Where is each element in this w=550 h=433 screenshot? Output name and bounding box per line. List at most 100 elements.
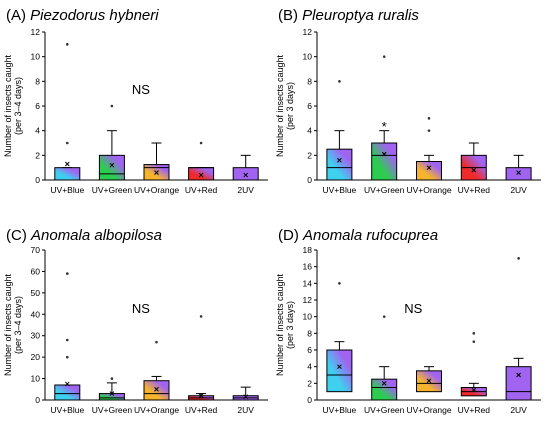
x-category-label: UV+Orange bbox=[134, 405, 179, 415]
y-tick-label: 8 bbox=[35, 76, 40, 86]
y-tick-label: 50 bbox=[31, 288, 41, 298]
significance-annotation: NS bbox=[404, 301, 422, 316]
x-category-label: 2UV bbox=[237, 185, 254, 195]
x-category-label: UV+Green bbox=[92, 405, 133, 415]
y-axis-label-line: (per 3 days) bbox=[285, 301, 295, 349]
y-tick-label: 8 bbox=[307, 328, 312, 338]
box-uv-red bbox=[188, 167, 215, 181]
x-category-label: 2UV bbox=[510, 185, 527, 195]
y-tick-label: 70 bbox=[31, 245, 41, 255]
box-uv-blue bbox=[326, 148, 353, 181]
mean-marker bbox=[109, 391, 115, 396]
y-tick-label: 0 bbox=[307, 395, 312, 405]
mean-marker bbox=[426, 165, 432, 171]
mean-marker bbox=[471, 387, 477, 393]
y-tick-label: 12 bbox=[303, 27, 313, 37]
y-tick-label: 10 bbox=[303, 312, 313, 322]
y-tick-label: 0 bbox=[35, 395, 40, 405]
x-category-label: 2UV bbox=[237, 405, 254, 415]
y-axis-label-line: Number of insects caught bbox=[3, 54, 13, 157]
y-axis-label-line: (per 3 days) bbox=[285, 82, 295, 130]
panel-letter: (C) bbox=[6, 227, 31, 244]
y-axis-label-line: (per 3–4 days) bbox=[13, 77, 23, 135]
y-axis-label: Number of insects caught(per 3–4 days) bbox=[3, 273, 23, 376]
outlier-point bbox=[472, 340, 476, 343]
y-tick-label: 4 bbox=[35, 126, 40, 136]
outlier-point bbox=[110, 104, 114, 108]
y-tick-label: 2 bbox=[307, 150, 312, 160]
species-name: Anomala rufocuprea bbox=[302, 227, 438, 244]
mean-marker bbox=[243, 394, 249, 400]
box-2uv bbox=[505, 366, 532, 401]
outlier-point bbox=[66, 338, 69, 342]
x-category-label: UV+Blue bbox=[323, 405, 357, 415]
significance-annotation: NS bbox=[132, 301, 150, 316]
panel-title: (B) Pleuroptya ruralis bbox=[278, 7, 419, 24]
y-tick-label: 4 bbox=[307, 362, 312, 372]
mean-marker bbox=[516, 170, 521, 175]
mean-marker bbox=[154, 170, 159, 175]
y-tick-label: 0 bbox=[35, 175, 40, 185]
panel-1: (B) Pleuroptya ruralis 0 2 4 6 8 10 12 Number of… bbox=[275, 7, 541, 195]
x-category-label: UV+Red bbox=[458, 405, 491, 415]
mean-marker bbox=[109, 162, 115, 168]
outlier-point bbox=[427, 117, 431, 120]
x-category-label: UV+Blue bbox=[50, 405, 84, 415]
species-name: Pleuroptya ruralis bbox=[302, 7, 419, 24]
mean-marker bbox=[198, 393, 204, 399]
significance-annotation: * bbox=[382, 119, 387, 134]
mean-marker bbox=[198, 172, 204, 178]
y-tick-label: 6 bbox=[35, 101, 40, 111]
species-name: Anomala albopilosa bbox=[30, 227, 162, 244]
y-tick-label: 40 bbox=[31, 309, 41, 319]
mean-marker bbox=[381, 380, 387, 386]
mean-marker bbox=[471, 167, 477, 173]
box-uv-blue bbox=[326, 349, 353, 393]
y-axis-label-line: Number of insects caught bbox=[275, 273, 285, 376]
y-tick-label: 14 bbox=[303, 278, 313, 288]
y-tick-label: 16 bbox=[303, 262, 313, 272]
y-tick-label: 12 bbox=[303, 295, 313, 305]
y-tick-label: 6 bbox=[307, 345, 312, 355]
outlier-point bbox=[66, 272, 69, 275]
y-tick-label: 2 bbox=[35, 150, 40, 160]
significance-annotation: NS bbox=[132, 82, 150, 97]
y-tick-label: 6 bbox=[307, 101, 312, 111]
y-tick-label: 10 bbox=[31, 52, 41, 62]
x-category-label: UV+Orange bbox=[134, 185, 179, 195]
outlier-point bbox=[338, 282, 341, 285]
y-tick-label: 4 bbox=[307, 126, 312, 136]
y-tick-label: 10 bbox=[31, 374, 41, 384]
species-name: Piezodorus hybneri bbox=[30, 7, 159, 24]
y-tick-label: 12 bbox=[31, 27, 41, 37]
x-category-label: UV+Green bbox=[364, 185, 405, 195]
panel-3: (D) Anomala rufocuprea 0 2 4 6 8 10 12 14 16 18 Num… bbox=[275, 227, 541, 415]
y-axis-label-line: Number of insects caught bbox=[275, 54, 285, 157]
outlier-point bbox=[517, 257, 520, 260]
outlier-point bbox=[66, 43, 69, 46]
outlier-point bbox=[66, 355, 69, 359]
mean-marker bbox=[64, 381, 70, 387]
box-2uv bbox=[505, 167, 532, 181]
mean-marker bbox=[516, 372, 521, 378]
panel-title: (D) Anomala rufocuprea bbox=[278, 227, 438, 244]
x-category-label: UV+Blue bbox=[50, 185, 84, 195]
mean-marker bbox=[337, 157, 342, 163]
outlier-point bbox=[472, 332, 476, 335]
y-axis-label: Number of insects caught(per 3–4 days) bbox=[3, 54, 23, 157]
box-uv-blue bbox=[54, 384, 81, 401]
box-2uv bbox=[232, 167, 259, 181]
mean-marker bbox=[154, 386, 159, 392]
mean-marker bbox=[426, 378, 432, 384]
x-category-label: UV+Red bbox=[185, 405, 218, 415]
x-category-label: UV+Orange bbox=[406, 405, 451, 415]
y-tick-label: 30 bbox=[31, 331, 41, 341]
box-uv-green bbox=[371, 378, 398, 401]
panel-letter: (B) bbox=[278, 7, 302, 24]
x-category-label: UV+Orange bbox=[406, 185, 451, 195]
outlier-point bbox=[199, 141, 203, 145]
box-uv-orange bbox=[143, 380, 170, 401]
x-category-label: 2UV bbox=[510, 405, 527, 415]
panel-letter: (A) bbox=[6, 7, 30, 24]
